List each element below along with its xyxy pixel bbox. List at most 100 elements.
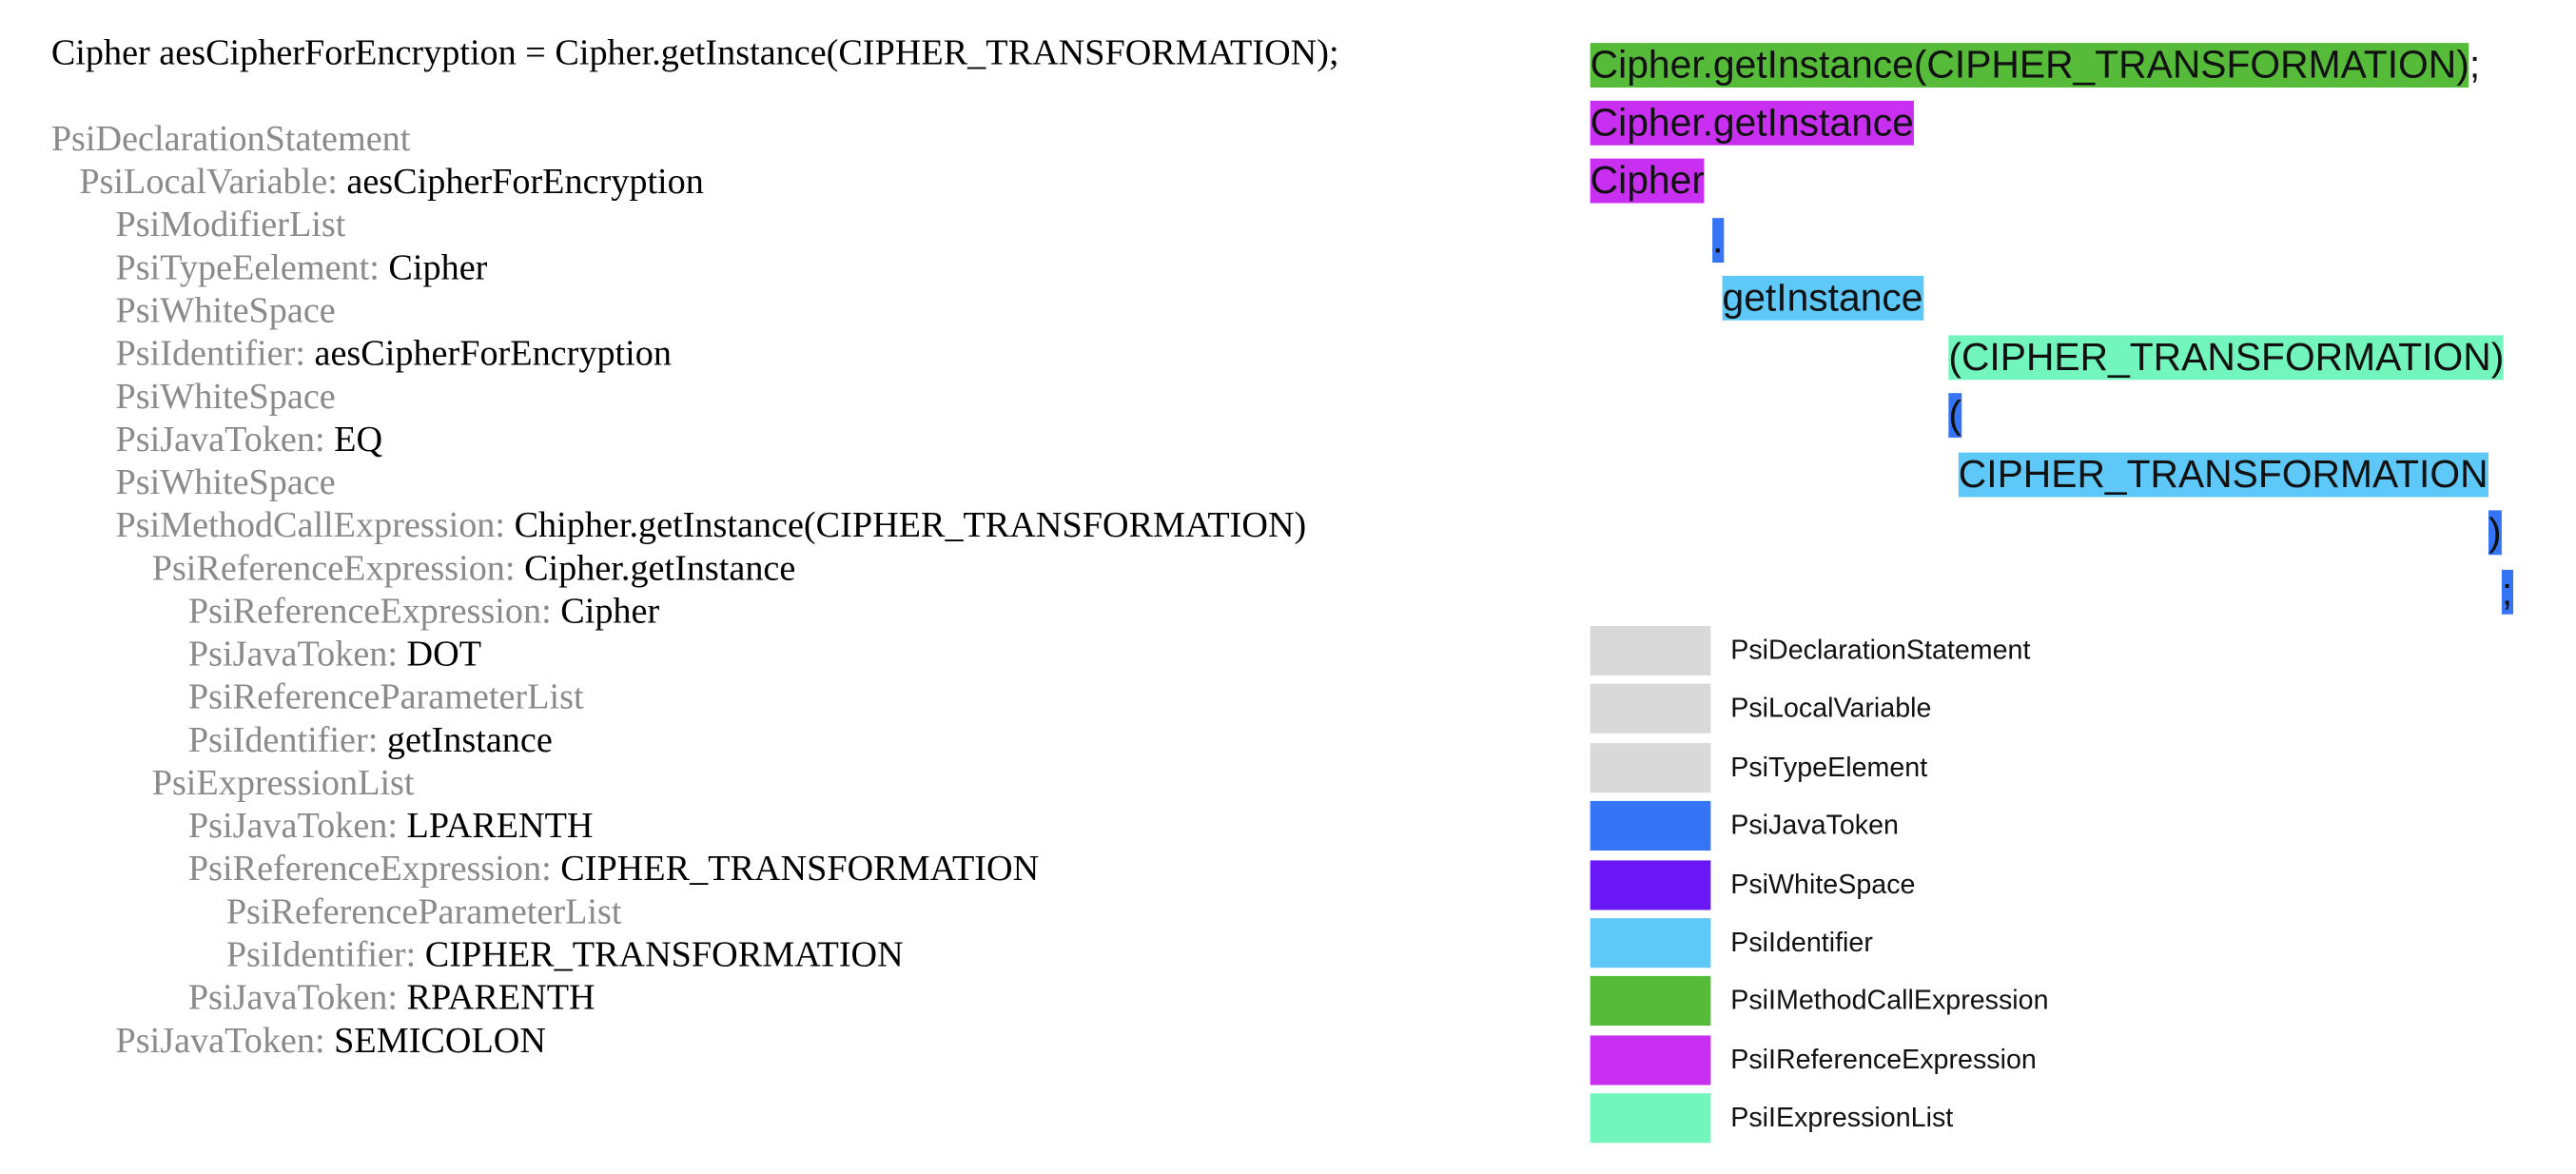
tree-row: PsiReferenceExpression: Cipher [188,590,659,633]
token-highlight: (CIPHER_TRANSFORMATION) [1948,335,2505,381]
token-tail: ; [2469,43,2481,87]
tree-row: PsiJavaToken: SEMICOLON [116,1019,546,1062]
legend-swatch [1590,859,1711,910]
legend-swatch [1590,625,1711,675]
tree-node-type: PsiIdentifier [187,718,368,760]
tree-node-value: aesCipherForEncryption [314,331,672,374]
legend-label: PsiDeclarationStatement [1730,636,2031,666]
tree-node-type: PsiJavaToken [115,1019,315,1061]
tree-node-type: PsiIdentifier [225,932,406,975]
token-highlight: ( [1948,393,1961,439]
legend-label: PsiIdentifier [1730,928,1873,958]
tree-separator: : [367,718,387,760]
tree-row: PsiJavaToken: LPARENTH [188,804,594,847]
tree-row: PsiReferenceParameterList [188,675,584,718]
tree-row: PsiMethodCallExpression: Chipher.getInst… [116,503,1307,546]
tree-separator: : [405,932,425,975]
tree-row: PsiWhiteSpace [116,375,336,418]
tree-row: PsiTypeEelement: Cipher [116,246,488,289]
tree-separator: : [541,847,561,889]
tree-node-value: Cipher [388,245,488,288]
tree-row: PsiModifierList [116,204,346,246]
token-highlight: Cipher [1590,158,1705,204]
tree-node-type: PsiTypeEelement [115,245,370,288]
tree-row: PsiReferenceParameterList [226,890,622,933]
tree-node-value: EQ [334,418,383,460]
tree-node-type: PsiJavaToken [187,632,388,675]
tree-node-value: SEMICOLON [334,1019,546,1061]
token-row: ( [1948,393,1961,439]
token-highlight: ) [2488,510,2502,556]
tree-row: PsiReferenceExpression: Cipher.getInstan… [152,547,796,590]
legend-label: PsiJavaToken [1730,811,1899,841]
tree-separator: : [314,1019,335,1061]
tree-node-type: PsiExpressionList [151,761,415,803]
tree-node-type: PsiIdentifier [115,331,296,374]
tree-row: PsiWhiteSpace [116,289,336,332]
token-row: CIPHER_TRANSFORMATION [1958,452,2488,498]
tree-node-value: DOT [406,632,482,675]
token-highlight: CIPHER_TRANSFORMATION [1958,452,2488,498]
tree-separator: : [504,546,525,588]
token-highlight: ; [2501,569,2513,615]
source-code-line: Cipher aesCipherForEncryption = Cipher.g… [50,30,1339,73]
tree-node-type: PsiReferenceExpression [187,847,542,889]
tree-node-value: LPARENTH [406,804,594,846]
tree-node-type: PsiReferenceParameterList [187,675,584,717]
tree-node-value: CIPHER_TRANSFORMATION [560,847,1040,889]
tree-row: PsiJavaToken: EQ [116,418,383,460]
tree-node-value: RPARENTH [406,975,595,1018]
tree-separator: : [495,503,515,545]
token-row: Cipher.getInstance(CIPHER_TRANSFORMATION… [1590,43,2480,88]
token-highlight: . [1712,218,1724,264]
tree-separator: : [327,160,347,202]
tree-node-type: PsiWhiteSpace [115,375,336,417]
tree-node-type: PsiModifierList [115,203,346,245]
tree-row: PsiIdentifier: getInstance [188,718,553,761]
legend-label: PsiTypeElement [1730,753,1928,783]
legend-label: PsiIExpressionList [1730,1103,1954,1134]
token-highlight: getInstance [1722,275,1923,321]
tree-node-type: PsiWhiteSpace [115,460,336,502]
tree-node-value: CIPHER_TRANSFORMATION [424,932,904,975]
tree-node-type: PsiLocalVariable [79,160,328,202]
tree-separator: : [541,589,561,632]
tree-node-value: Cipher [560,589,660,632]
token-row: ) [2488,510,2502,556]
legend-swatch [1590,801,1711,851]
token-row: Cipher [1590,158,1705,204]
legend-swatch [1590,684,1711,734]
tree-node-type: PsiWhiteSpace [115,288,336,331]
legend-label: PsiIMethodCallExpression [1730,987,2049,1017]
tree-row: PsiJavaToken: DOT [188,633,481,675]
legend-label: PsiWhiteSpace [1730,870,1916,900]
tree-node-value: Chipher.getInstance(CIPHER_TRANSFORMATIO… [514,503,1307,545]
legend-swatch [1590,976,1711,1027]
token-row: getInstance [1722,275,1923,321]
tree-separator: : [387,975,407,1018]
tree-node-type: PsiReferenceExpression [151,546,505,588]
legend-swatch [1590,1093,1711,1144]
token-highlight: Cipher.getInstance(CIPHER_TRANSFORMATION… [1590,43,2469,88]
tree-row: PsiIdentifier: CIPHER_TRANSFORMATION [226,933,904,976]
legend-swatch [1590,1035,1711,1086]
tree-node-type: PsiJavaToken [187,804,388,846]
token-row: (CIPHER_TRANSFORMATION) [1948,335,2505,381]
token-row: ; [2501,569,2513,615]
tree-node-value: Cipher.getInstance [524,546,796,588]
tree-node-type: PsiReferenceExpression [187,589,542,632]
legend-swatch [1590,918,1711,969]
tree-row: PsiExpressionList [152,761,415,804]
tree-separator: : [314,418,335,460]
tree-node-type: PsiJavaToken [187,975,388,1018]
tree-row: PsiIdentifier: aesCipherForEncryption [116,332,672,375]
tree-node-type: PsiJavaToken [115,418,315,460]
legend-label: PsiIReferenceExpression [1730,1045,2037,1075]
legend-swatch [1590,742,1711,792]
tree-separator: : [387,632,407,675]
tree-node-type: PsiDeclarationStatement [50,117,411,159]
token-row: Cipher.getInstance [1590,100,1914,146]
token-row: . [1712,218,1724,264]
tree-node-type: PsiMethodCallExpression [115,503,496,545]
